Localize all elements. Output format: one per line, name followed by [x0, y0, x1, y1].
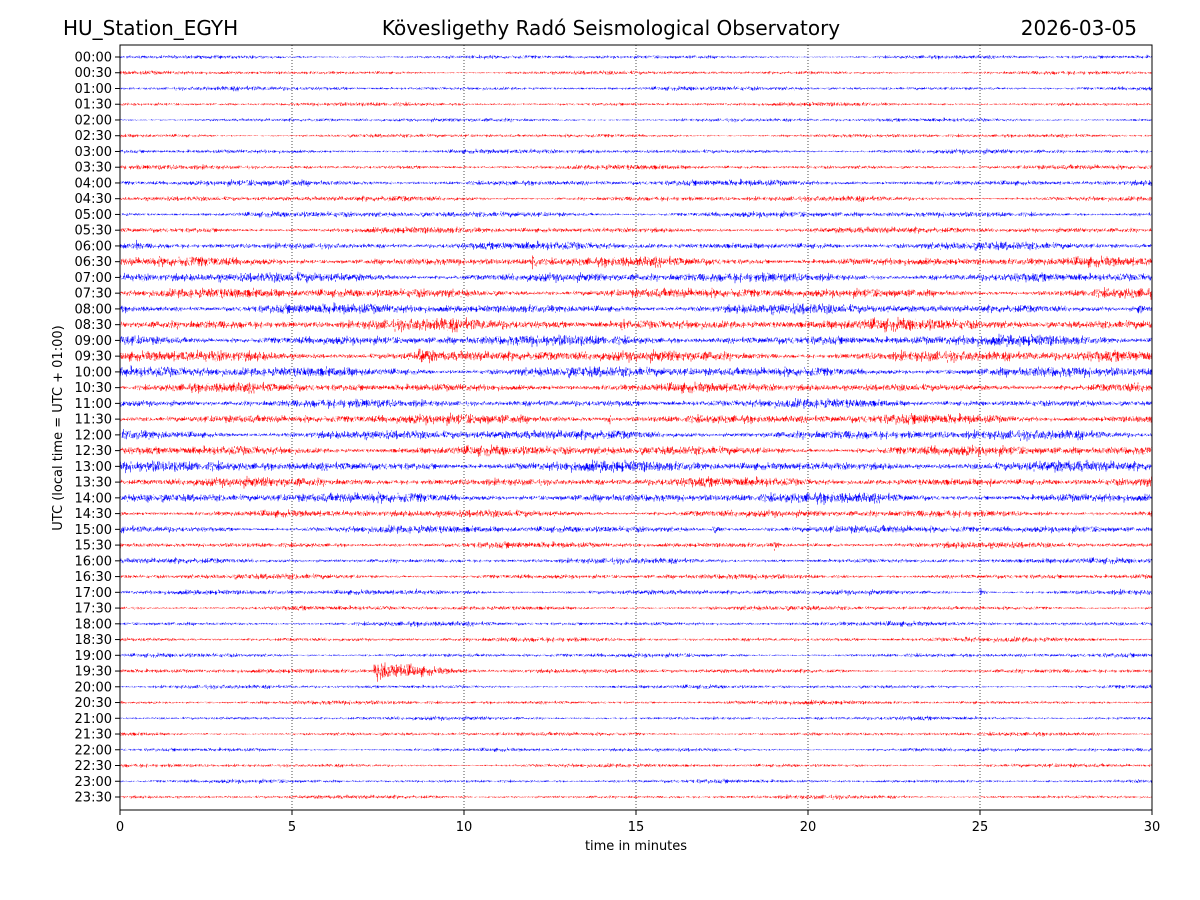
- trace-0230: [119, 133, 1152, 138]
- y-tick-label: 21:30: [75, 728, 112, 743]
- y-tick-label: 06:30: [75, 255, 112, 270]
- x-tick-label: 20: [800, 820, 817, 835]
- y-tick-label: 03:00: [75, 145, 112, 160]
- y-tick-label: 11:00: [75, 397, 112, 412]
- y-tick-label: 02:30: [75, 129, 112, 144]
- y-tick-label: 08:00: [75, 302, 112, 317]
- y-tick-label: 12:30: [75, 444, 112, 459]
- y-tick-label: 08:30: [75, 318, 112, 333]
- y-tick-label: 22:30: [75, 759, 112, 774]
- y-axis: 00:0000:3001:0001:3002:0002:3003:0003:30…: [75, 51, 120, 806]
- y-tick-label: 06:00: [75, 239, 112, 254]
- y-tick-label: 21:00: [75, 712, 112, 727]
- y-tick-label: 18:30: [75, 633, 112, 648]
- y-tick-label: 05:00: [75, 208, 112, 223]
- y-tick-label: 11:30: [75, 413, 112, 428]
- trace-1230: [119, 444, 1152, 457]
- trace-1830: [119, 636, 1152, 643]
- y-tick-label: 07:00: [75, 271, 112, 286]
- y-axis-label: UTC (local time = UTC + 01:00): [51, 325, 66, 530]
- y-tick-label: 01:00: [75, 82, 112, 97]
- x-axis: 0 5 10 15 20 25 30: [116, 810, 1160, 835]
- trace-0400: [119, 178, 1152, 187]
- y-tick-label: 10:30: [75, 381, 112, 396]
- y-tick-label: 05:30: [75, 224, 112, 239]
- trace-2030: [119, 699, 1152, 706]
- x-tick-label: 0: [116, 820, 124, 835]
- y-tick-label: 00:00: [75, 51, 112, 66]
- y-tick-label: 22:00: [75, 743, 112, 758]
- y-tick-label: 03:30: [75, 161, 112, 176]
- chart-title: Kövesligethy Radó Seismological Observat…: [382, 16, 840, 40]
- trace-2000: [119, 684, 1152, 690]
- y-tick-label: 01:30: [75, 98, 112, 113]
- trace-1030: [119, 381, 1152, 394]
- y-tick-label: 15:30: [75, 539, 112, 554]
- y-tick-label: 13:30: [75, 476, 112, 491]
- trace-1200: [119, 429, 1152, 442]
- y-tick-label: 23:00: [75, 775, 112, 790]
- trace-0800: [119, 302, 1152, 316]
- y-tick-label: 09:00: [75, 334, 112, 349]
- y-tick-label: 04:30: [75, 192, 112, 207]
- x-tick-label: 5: [288, 820, 296, 835]
- y-tick-label: 04:00: [75, 176, 112, 191]
- trace-0100: [120, 85, 1152, 92]
- trace-0200: [119, 117, 1152, 123]
- y-tick-label: 23:30: [75, 791, 112, 806]
- y-tick-label: 16:30: [75, 570, 112, 585]
- trace-1000: [119, 365, 1152, 379]
- trace-2230: [119, 763, 1152, 768]
- x-axis-label: time in minutes: [585, 839, 687, 854]
- y-tick-label: 13:00: [75, 460, 112, 475]
- y-tick-label: 10:00: [75, 365, 112, 380]
- grid-lines: [291, 45, 981, 810]
- y-tick-label: 18:00: [75, 617, 112, 632]
- x-tick-label: 30: [1144, 820, 1161, 835]
- trace-0000: [119, 54, 1152, 60]
- y-tick-label: 12:00: [75, 428, 112, 443]
- y-tick-label: 20:00: [75, 680, 112, 695]
- y-tick-label: 09:30: [75, 350, 112, 365]
- y-tick-label: 16:00: [75, 554, 112, 569]
- station-title: HU_Station_EGYH: [63, 16, 238, 40]
- y-tick-label: 14:30: [75, 507, 112, 522]
- trace-2200: [119, 747, 1152, 752]
- y-tick-label: 19:00: [75, 649, 112, 664]
- x-tick-label: 10: [456, 820, 473, 835]
- trace-0930: [119, 348, 1152, 364]
- y-tick-label: 07:30: [75, 287, 112, 302]
- y-tick-label: 00:30: [75, 66, 112, 81]
- y-tick-label: 02:00: [75, 113, 112, 128]
- traces: [119, 54, 1152, 800]
- x-tick-label: 15: [628, 820, 645, 835]
- trace-0500: [119, 210, 1152, 219]
- y-tick-label: 20:30: [75, 696, 112, 711]
- y-tick-label: 17:30: [75, 602, 112, 617]
- y-tick-label: 14:00: [75, 491, 112, 506]
- y-tick-label: 19:30: [75, 665, 112, 680]
- trace-1500: [119, 524, 1152, 534]
- date-title: 2026-03-05: [1021, 16, 1137, 40]
- y-tick-label: 15:00: [75, 523, 112, 538]
- y-tick-label: 17:00: [75, 586, 112, 601]
- x-tick-label: 25: [972, 820, 989, 835]
- trace-0530: [119, 226, 1152, 234]
